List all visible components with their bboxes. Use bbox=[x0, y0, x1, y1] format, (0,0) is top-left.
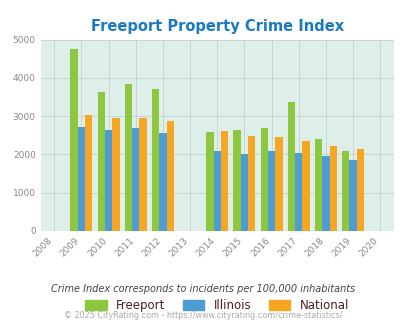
Bar bbox=[151, 89, 159, 231]
Bar bbox=[247, 136, 255, 231]
Bar bbox=[240, 154, 247, 231]
Title: Freeport Property Crime Index: Freeport Property Crime Index bbox=[90, 19, 343, 34]
Bar bbox=[275, 137, 282, 231]
Bar bbox=[124, 84, 132, 231]
Bar bbox=[322, 156, 329, 231]
Bar bbox=[104, 130, 112, 231]
Bar bbox=[329, 147, 336, 231]
Text: Crime Index corresponds to incidents per 100,000 inhabitants: Crime Index corresponds to incidents per… bbox=[51, 284, 354, 294]
Bar bbox=[166, 121, 173, 231]
Text: © 2025 CityRating.com - https://www.cityrating.com/crime-statistics/: © 2025 CityRating.com - https://www.city… bbox=[64, 312, 341, 320]
Bar bbox=[70, 49, 77, 231]
Bar bbox=[260, 128, 267, 231]
Bar bbox=[85, 115, 92, 231]
Bar bbox=[132, 128, 139, 231]
Bar bbox=[349, 160, 356, 231]
Bar bbox=[294, 153, 302, 231]
Bar bbox=[213, 151, 220, 231]
Bar bbox=[112, 118, 119, 231]
Bar bbox=[159, 133, 166, 231]
Bar bbox=[356, 149, 363, 231]
Bar bbox=[341, 150, 349, 231]
Bar bbox=[314, 139, 322, 231]
Bar bbox=[220, 131, 228, 231]
Bar bbox=[77, 127, 85, 231]
Bar bbox=[287, 102, 294, 231]
Bar bbox=[97, 92, 104, 231]
Bar bbox=[206, 132, 213, 231]
Bar bbox=[302, 141, 309, 231]
Bar bbox=[267, 151, 275, 231]
Bar bbox=[139, 118, 146, 231]
Legend: Freeport, Illinois, National: Freeport, Illinois, National bbox=[80, 294, 353, 317]
Bar bbox=[233, 130, 240, 231]
